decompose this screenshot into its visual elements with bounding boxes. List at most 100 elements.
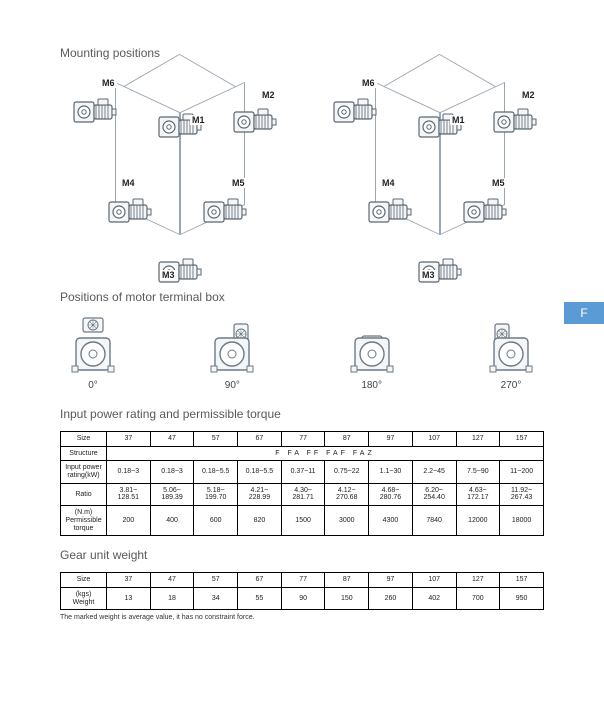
td-cell: 55 <box>238 587 282 609</box>
terminal-270°: 270° <box>488 314 534 391</box>
th-sizeval: 57 <box>194 573 238 588</box>
th-row: Ratio <box>61 483 107 505</box>
th-sizeval: 127 <box>456 432 500 447</box>
td-cell: 18 <box>150 587 194 609</box>
mount-label: M5 <box>490 178 507 188</box>
th-sizeval: 127 <box>456 573 500 588</box>
td-cell: 34 <box>194 587 238 609</box>
td-cell: 4.63~172.17 <box>456 483 500 505</box>
th-sizeval: 157 <box>500 432 544 447</box>
th-row: (N.m)Permissible torque <box>61 506 107 536</box>
th-row: Input powerrating(kW) <box>61 461 107 483</box>
mount-label: M1 <box>190 115 207 125</box>
td-cell: 12000 <box>456 506 500 536</box>
td-cell: 950 <box>500 587 544 609</box>
td-cell: 400 <box>150 506 194 536</box>
td-cell: 4300 <box>369 506 413 536</box>
motor-m5 <box>200 190 248 230</box>
td-cell: 7840 <box>412 506 456 536</box>
td-cell: 3.81~128.51 <box>107 483 151 505</box>
mount-label: M1 <box>450 115 467 125</box>
td-cell: 7.5~90 <box>456 461 500 483</box>
td-cell: 600 <box>194 506 238 536</box>
td-cell: 5.06~189.39 <box>150 483 194 505</box>
th-sizeval: 77 <box>281 432 325 447</box>
th-weight: (kgs)Weight <box>61 587 107 609</box>
motor-m6 <box>70 90 118 130</box>
th-sizeval: 47 <box>150 573 194 588</box>
th-sizeval: 47 <box>150 432 194 447</box>
td-cell: 4.30~281.71 <box>281 483 325 505</box>
td-cell: 0.18~3 <box>150 461 194 483</box>
motor-m5 <box>460 190 508 230</box>
td-cell: 4.68~280.76 <box>369 483 413 505</box>
terminal-90°: 90° <box>209 314 255 391</box>
td-cell: 5.18~199.70 <box>194 483 238 505</box>
th-sizeval: 67 <box>238 432 282 447</box>
power-table: Size37475767778797107127157Structure F F… <box>60 431 544 536</box>
th-sizeval: 157 <box>500 573 544 588</box>
td-cell: 11~200 <box>500 461 544 483</box>
td-cell: 820 <box>238 506 282 536</box>
td-cell: 4.12~270.68 <box>325 483 369 505</box>
motor-m2 <box>230 100 278 140</box>
motor-m1 <box>415 105 463 145</box>
terminal-label: 90° <box>225 380 240 391</box>
terminal-180°: 180° <box>349 314 395 391</box>
td-cell: 0.18~5.5 <box>194 461 238 483</box>
mount-label: M3 <box>160 270 177 280</box>
motor-m4 <box>365 190 413 230</box>
mount-label: M6 <box>360 78 377 88</box>
th-size: Size <box>61 432 107 447</box>
mount-label: M4 <box>380 178 397 188</box>
terminal-label: 0° <box>88 380 98 391</box>
th-sizeval: 37 <box>107 432 151 447</box>
terminal-row: 0° 90° 180° 270° <box>60 314 544 391</box>
motor-m4 <box>105 190 153 230</box>
mounting-diagram-left: M6 M1 M2 M4 M5 <box>60 70 290 270</box>
terminal-label: 180° <box>361 380 382 391</box>
title-power: Input power rating and permissible torqu… <box>60 407 544 421</box>
td-cell: 6.20~254.40 <box>412 483 456 505</box>
page: Mounting positions M6 M1 M2 <box>0 0 604 631</box>
side-tab: F <box>564 302 604 324</box>
weight-table: Size37475767778797107127157(kgs)Weight13… <box>60 572 544 610</box>
th-sizeval: 57 <box>194 432 238 447</box>
th-sizeval: 107 <box>412 573 456 588</box>
th-sizeval: 97 <box>369 432 413 447</box>
th-sizeval: 67 <box>238 573 282 588</box>
terminal-0°: 0° <box>70 314 116 391</box>
mount-label: M3 <box>420 270 437 280</box>
td-cell: 1500 <box>281 506 325 536</box>
td-cell: 0.37~11 <box>281 461 325 483</box>
mounting-diagrams: M6 M1 M2 M4 M5 <box>60 70 544 270</box>
th-size: Size <box>61 573 107 588</box>
td-cell: 200 <box>107 506 151 536</box>
th-sizeval: 37 <box>107 573 151 588</box>
mounting-diagram-right: M6 M1 M2 M4 M5 <box>320 70 550 270</box>
th-sizeval: 87 <box>325 432 369 447</box>
td-cell: 0.18~3 <box>107 461 151 483</box>
mount-label: M2 <box>520 90 537 100</box>
td-cell: 1.1~30 <box>369 461 413 483</box>
td-cell: 3000 <box>325 506 369 536</box>
th-structure: Structure <box>61 446 107 461</box>
td-cell: 150 <box>325 587 369 609</box>
td-cell: 90 <box>281 587 325 609</box>
mount-label: M2 <box>260 90 277 100</box>
motor-m6 <box>330 90 378 130</box>
title-mounting: Mounting positions <box>60 46 544 60</box>
td-structure: F FA FF FAF FAZ <box>107 446 544 461</box>
td-cell: 700 <box>456 587 500 609</box>
title-terminal: Positions of motor terminal box <box>60 290 544 304</box>
td-cell: 2.2~45 <box>412 461 456 483</box>
motor-m1 <box>155 105 203 145</box>
th-sizeval: 77 <box>281 573 325 588</box>
td-cell: 11.92~267.43 <box>500 483 544 505</box>
th-sizeval: 97 <box>369 573 413 588</box>
td-cell: 0.75~22 <box>325 461 369 483</box>
td-cell: 402 <box>412 587 456 609</box>
title-weight: Gear unit weight <box>60 548 544 562</box>
terminal-label: 270° <box>501 380 522 391</box>
td-cell: 260 <box>369 587 413 609</box>
